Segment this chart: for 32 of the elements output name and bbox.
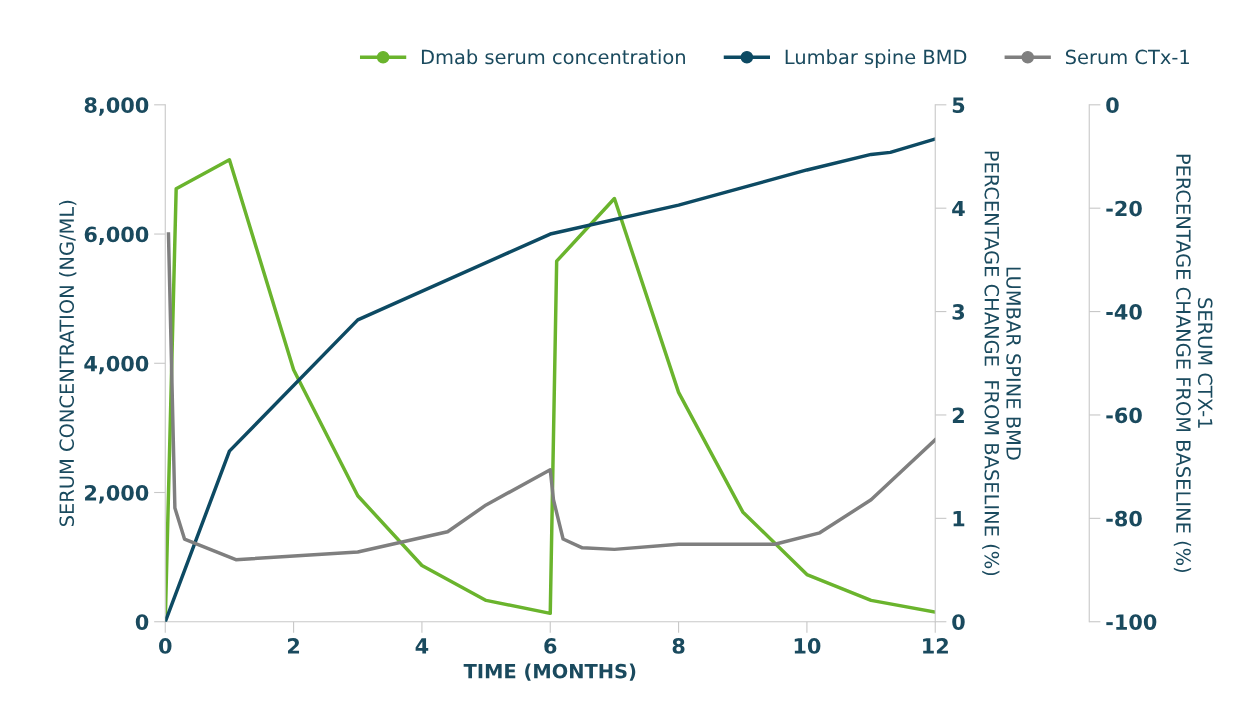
x-tick-label: 10 [794,638,821,654]
y2-axis-title: LUMBAR SPINE BMD PERCENTAGE CHANGE FROM BASELINE (%) [982,151,1021,576]
y-tick-label: 8,000 [84,97,149,116]
y2-tick-label: 0 [952,614,965,630]
y3-tick-label: -80 [1106,510,1142,527]
y-tick-label: 2,000 [85,484,149,504]
x-tick-label: 6 [544,638,557,654]
legend-label: Dmab serum concentration [421,49,685,65]
y2-tick-label: 1 [953,511,965,527]
x-tick-label: 8 [672,638,685,654]
x-tick-label: 2 [287,638,300,654]
y2-tick-label: 2 [952,407,964,423]
x-tick-label: 0 [159,638,172,654]
y-axis-title: SERUM CONCENTRATION (NG/ML) [59,200,77,527]
y3-axis-title: SERUM CTX-1 PERCENTAGE CHANGE FROM BASELINE (%) [1173,154,1213,573]
y3-tick-label: -20 [1106,200,1142,217]
y-tick-label: 4,000 [84,355,149,375]
y3-tick-label: -40 [1106,304,1142,320]
legend-label: Serum CTx-1 [1065,49,1189,65]
line-series [166,232,936,562]
y2-tick-label: 5 [952,97,965,114]
y3-tick-label: -60 [1106,407,1142,424]
x-axis-title: TIME (MONTHS) [463,663,636,681]
y2-tick-label: 4 [952,200,965,217]
x-tick-label: 12 [923,638,948,654]
y3-tick-label: 0 [1106,97,1119,114]
y-tick-label: 6,000 [84,226,149,245]
y3-tick-label: -100 [1106,614,1157,630]
y2-tick-label: 3 [952,304,965,320]
x-tick-label: 4 [415,638,429,654]
y-tick-label: 0 [135,614,149,630]
legend-label: Lumbar spine BMD [785,49,967,69]
